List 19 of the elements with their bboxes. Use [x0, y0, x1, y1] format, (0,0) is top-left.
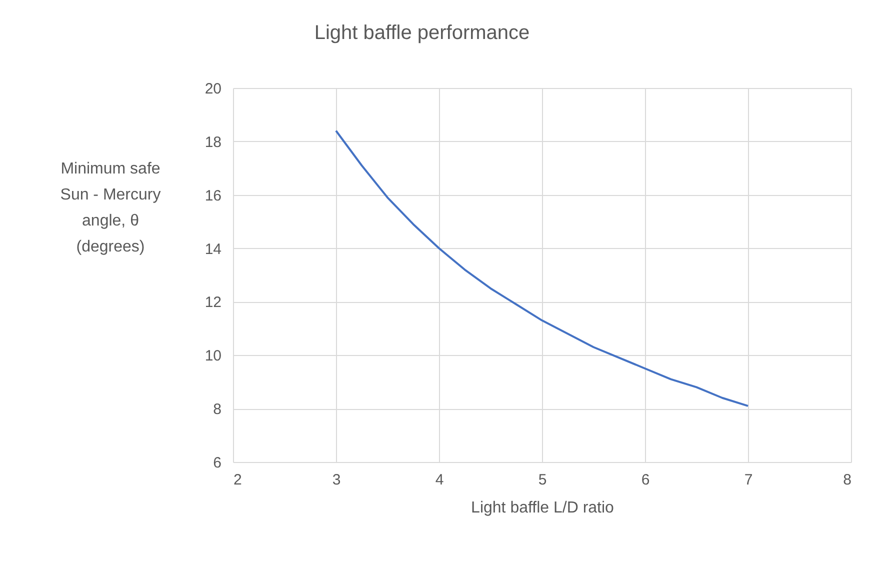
chart-title: Light baffle performance — [314, 22, 530, 44]
x-tick-label: 5 — [538, 472, 547, 488]
y-tick-label: 18 — [204, 134, 222, 151]
y-tick-label: 6 — [213, 454, 222, 472]
y-tick-label: 12 — [204, 294, 222, 312]
x-tick-label: 6 — [641, 472, 650, 488]
y-tick-label: 14 — [204, 240, 222, 258]
y-tick-label: 20 — [204, 80, 222, 98]
y-tick-label: 16 — [204, 187, 222, 204]
x-tick-label: 7 — [744, 472, 753, 488]
line-series — [335, 130, 749, 407]
y-tick-label: 8 — [213, 401, 222, 418]
x-tick-label: 3 — [332, 472, 341, 488]
y-tick-label: 10 — [204, 348, 222, 365]
y-axis-title: Minimum safe Sun - Mercury angle, θ (degrees) — [60, 160, 161, 256]
x-tick-label: 4 — [435, 472, 444, 488]
x-axis-title: Light baffle L/D ratio — [471, 500, 614, 516]
x-tick-label: 8 — [843, 472, 852, 488]
x-tick-label: 2 — [234, 472, 242, 488]
